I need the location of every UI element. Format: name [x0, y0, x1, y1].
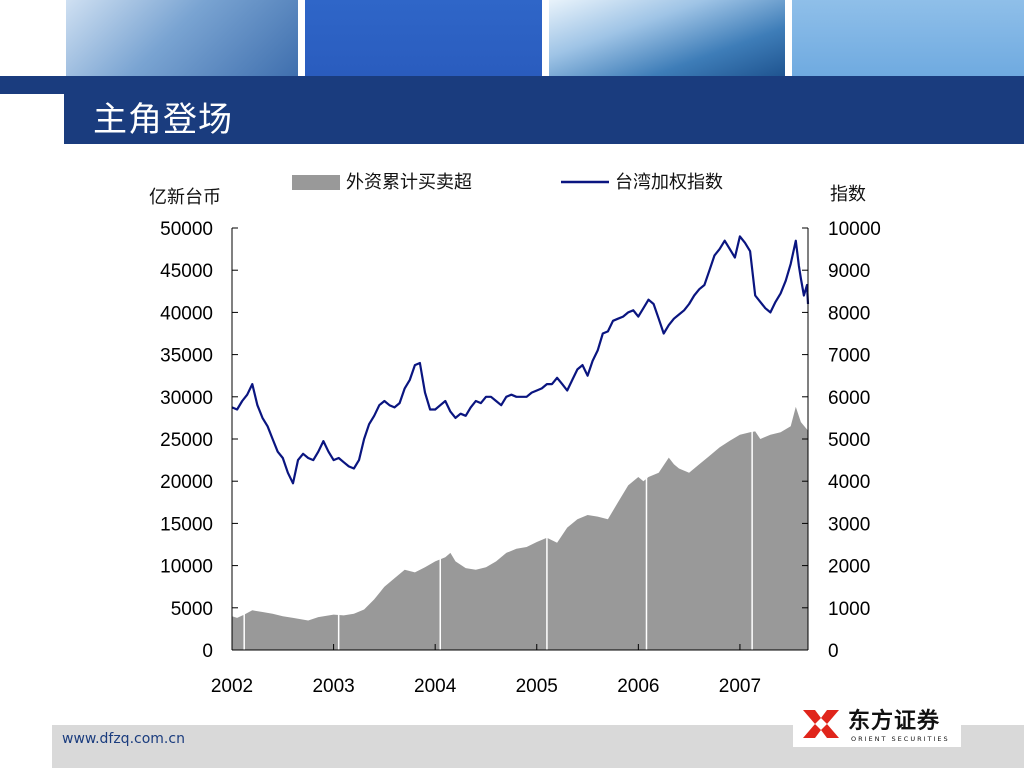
series-2-line [231, 235, 810, 485]
left-tick-label: 5000 [171, 599, 213, 620]
x-tick-label: 2004 [414, 676, 457, 697]
chart-legend: 外资累计买卖超 台湾加权指数 [292, 172, 723, 192]
legend-area-swatch [292, 175, 340, 190]
left-tick-label: 50000 [160, 219, 213, 240]
right-tick-label: 8000 [828, 303, 870, 324]
header-image-strip [0, 0, 1024, 76]
right-tick-label: 5000 [828, 430, 870, 451]
left-axis-label: 亿新台币 [149, 187, 221, 207]
left-tick-label: 15000 [160, 514, 213, 535]
title-band [0, 76, 1024, 144]
right-tick-label: 0 [828, 641, 839, 662]
right-tick-label: 3000 [828, 514, 870, 535]
right-axis-label: 指数 [830, 184, 866, 204]
right-tick-label: 10000 [828, 219, 881, 240]
left-tick-label: 0 [202, 641, 213, 662]
plot-area [231, 235, 810, 650]
company-logo [793, 700, 961, 747]
x-tick-label: 2003 [312, 676, 354, 697]
legend-line-label: 台湾加权指数 [615, 172, 723, 192]
left-tick-label: 10000 [160, 557, 213, 578]
x-tick-label: 2005 [516, 676, 558, 697]
left-tick-label: 45000 [160, 261, 213, 282]
title-band-notch [0, 94, 64, 144]
page-title: 主角登场 [93, 100, 233, 140]
chart: 外资累计买卖超 台湾加权指数 亿新台币 指数 50000450004000035… [149, 172, 881, 697]
left-tick-label: 35000 [160, 346, 213, 367]
left-tick-label: 20000 [160, 472, 213, 493]
footer-url[interactable]: www.dfzq.com.cn [62, 731, 185, 747]
header-image-hands [66, 0, 298, 76]
left-tick-label: 25000 [160, 430, 213, 451]
legend-area-label: 外资累计买卖超 [346, 172, 472, 192]
orient-logo-icon [803, 710, 839, 738]
right-tick-label: 9000 [828, 261, 870, 282]
right-tick-label: 6000 [828, 388, 870, 409]
x-tick-label: 2002 [211, 676, 253, 697]
series-1-area [232, 406, 808, 650]
logo-subtitle: ORIENT SECURITIES [851, 735, 950, 743]
x-tick-label: 2006 [617, 676, 659, 697]
header-image-blue [305, 0, 542, 76]
left-tick-label: 40000 [160, 303, 213, 324]
right-tick-label: 1000 [828, 599, 870, 620]
chart-axes: 5000045000400003500030000250002000015000… [160, 219, 881, 697]
header-image-sky [792, 0, 1024, 76]
right-tick-label: 4000 [828, 472, 870, 493]
x-tick-label: 2007 [719, 676, 761, 697]
header-image-skyscraper [549, 0, 785, 76]
logo-name: 东方证券 [848, 709, 941, 734]
right-tick-label: 7000 [828, 346, 870, 367]
right-tick-label: 2000 [828, 557, 870, 578]
left-tick-label: 30000 [160, 388, 213, 409]
